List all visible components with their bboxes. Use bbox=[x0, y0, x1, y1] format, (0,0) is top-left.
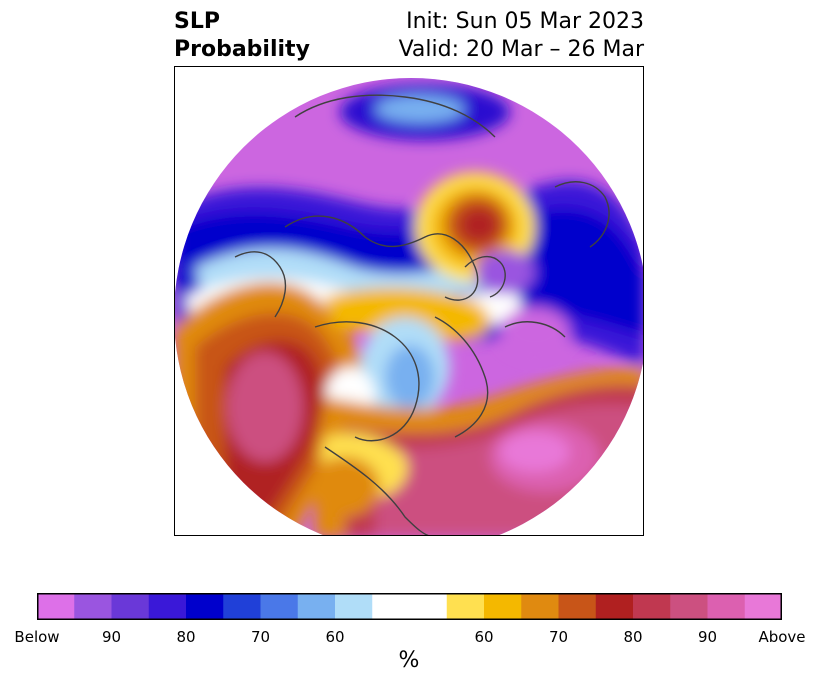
colorbar-segment bbox=[223, 593, 261, 620]
colorbar-segment bbox=[372, 593, 410, 620]
valid-range: Valid: 20 Mar – 26 Mar bbox=[398, 37, 644, 62]
colorbar-unit: % bbox=[398, 648, 420, 673]
colorbar-segment bbox=[335, 593, 373, 620]
colorbar-segment bbox=[446, 593, 485, 620]
colorbar-segment bbox=[74, 593, 112, 620]
title-field: Probability bbox=[174, 37, 310, 62]
colorbar-tick-label: 60 bbox=[474, 628, 494, 646]
coastlines bbox=[234, 94, 610, 535]
colorbar-tick-label: 70 bbox=[250, 628, 271, 646]
colorbar-segment bbox=[484, 593, 522, 620]
colorbar bbox=[37, 593, 782, 620]
probability-field bbox=[175, 78, 643, 535]
colorbar-tick-label: 90 bbox=[101, 628, 122, 646]
map-title: SLP Probability bbox=[174, 8, 310, 64]
colorbar-segment bbox=[297, 593, 336, 620]
colorbar-tick-label: 90 bbox=[697, 628, 718, 646]
colorbar-tick-label: 70 bbox=[548, 628, 569, 646]
colorbar-segment bbox=[186, 593, 224, 620]
colorbar-segment bbox=[409, 593, 448, 620]
colorbar-segment bbox=[633, 593, 671, 620]
colorbar-tick-label: 60 bbox=[325, 628, 345, 646]
colorbar-segment bbox=[707, 593, 746, 620]
map-panel bbox=[174, 66, 644, 536]
colorbar-segment bbox=[111, 593, 150, 620]
colorbar-segment bbox=[521, 593, 559, 620]
colorbar-segment bbox=[148, 593, 187, 620]
colorbar-segment bbox=[37, 593, 75, 620]
colorbar-segment bbox=[595, 593, 634, 620]
title-variable: SLP bbox=[174, 9, 220, 34]
colorbar-tick-label: 80 bbox=[623, 628, 643, 646]
colorbar-border bbox=[37, 593, 782, 620]
colorbar-segment bbox=[744, 593, 782, 620]
map-dates: Init: Sun 05 Mar 2023 Valid: 20 Mar – 26… bbox=[399, 8, 644, 64]
init-date: Init: Sun 05 Mar 2023 bbox=[406, 9, 644, 34]
colorbar-segment bbox=[558, 593, 597, 620]
polar-map bbox=[175, 78, 643, 535]
colorbar-tick-label: 80 bbox=[176, 628, 196, 646]
colorbar-tick-label: Above bbox=[758, 628, 806, 646]
colorbar-segment bbox=[670, 593, 708, 620]
colorbar-segment bbox=[260, 593, 299, 620]
colorbar-tick-label: Below bbox=[14, 628, 60, 646]
